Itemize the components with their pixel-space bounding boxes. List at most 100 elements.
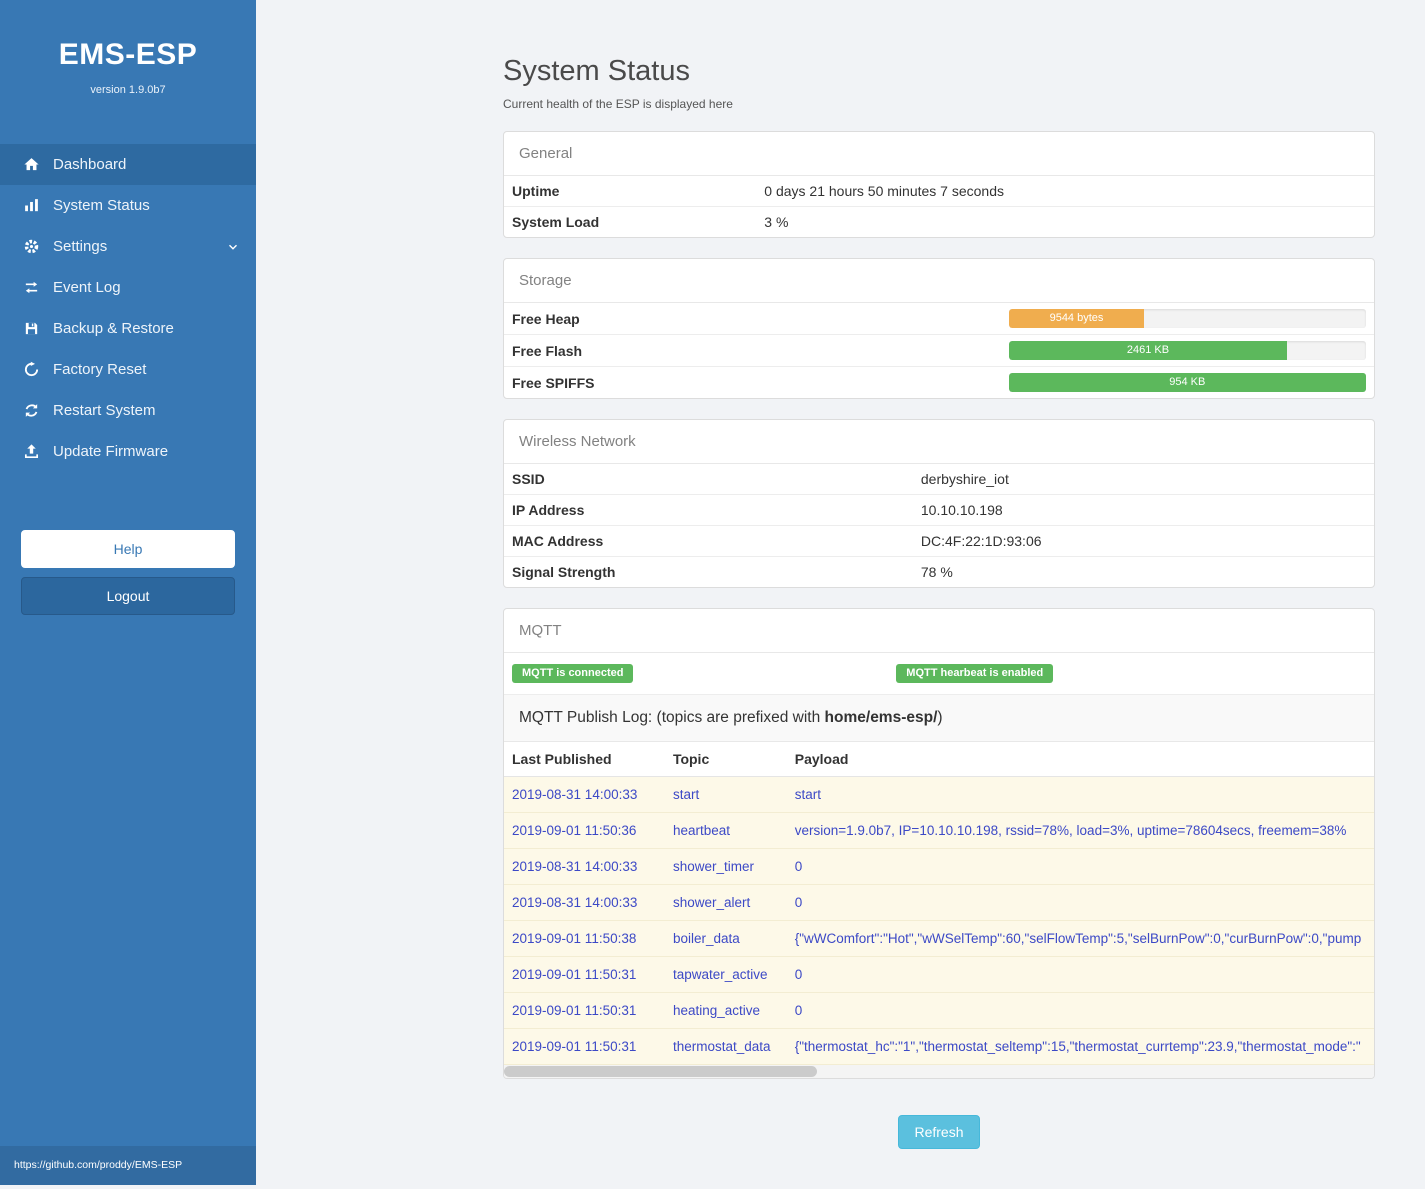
col-last-published: Last Published	[504, 742, 665, 777]
table-row: Free Flash 2461 KB	[504, 335, 1374, 367]
sidebar-footer: https://github.com/proddy/EMS-ESP	[0, 1146, 256, 1185]
publish-log-title-suffix: )	[937, 709, 942, 726]
floppy-disk-icon	[22, 320, 40, 338]
sidebar-item-backup-restore[interactable]: Backup & Restore	[0, 308, 256, 349]
free-flash-bar-cell: 2461 KB	[1009, 335, 1374, 367]
github-link[interactable]: https://github.com/proddy/EMS-ESP	[14, 1159, 182, 1171]
general-card: General Uptime 0 days 21 hours 50 minute…	[503, 131, 1375, 238]
ip-address-label: IP Address	[504, 495, 913, 526]
sidebar-nav: Dashboard System Status Settings Event L…	[0, 144, 256, 472]
sidebar-item-dashboard[interactable]: Dashboard	[0, 144, 256, 185]
log-row: 2019-08-31 14:00:33 start start	[504, 777, 1374, 813]
sidebar-item-factory-reset[interactable]: Factory Reset	[0, 349, 256, 390]
app-brand: EMS-ESP version 1.9.0b7	[0, 0, 256, 96]
uptime-label: Uptime	[504, 176, 756, 207]
log-topic: thermostat_data	[665, 1029, 787, 1065]
storage-card: Storage Free Heap 9544 bytes Free Flash …	[503, 258, 1375, 399]
sidebar-item-restart-system[interactable]: Restart System	[0, 390, 256, 431]
swap-arrows-icon	[22, 279, 40, 297]
log-timestamp: 2019-08-31 14:00:33	[504, 777, 665, 813]
storage-table: Free Heap 9544 bytes Free Flash 2461 KB …	[504, 303, 1374, 398]
log-row: 2019-09-01 11:50:31 thermostat_data {"th…	[504, 1029, 1374, 1065]
log-row: 2019-09-01 11:50:31 heating_active 0	[504, 993, 1374, 1029]
sidebar-item-system-status[interactable]: System Status	[0, 185, 256, 226]
logout-button[interactable]: Logout	[21, 577, 235, 615]
sidebar-item-label: Update Firmware	[53, 443, 168, 460]
log-row: 2019-09-01 11:50:31 tapwater_active 0	[504, 957, 1374, 993]
table-row: MAC Address DC:4F:22:1D:93:06	[504, 526, 1374, 557]
log-timestamp: 2019-09-01 11:50:38	[504, 921, 665, 957]
mqtt-badges-row: MQTT is connected MQTT hearbeat is enabl…	[504, 653, 1374, 695]
free-spiffs-progress-track: 954 KB	[1009, 373, 1366, 392]
log-payload: start	[787, 777, 1374, 813]
table-row: Uptime 0 days 21 hours 50 minutes 7 seco…	[504, 176, 1374, 207]
sidebar-item-update-firmware[interactable]: Update Firmware	[0, 431, 256, 472]
free-spiffs-label: Free SPIFFS	[504, 367, 1009, 399]
sidebar-item-label: Dashboard	[53, 156, 126, 173]
log-topic: start	[665, 777, 787, 813]
log-row: 2019-09-01 11:50:38 boiler_data {"wWComf…	[504, 921, 1374, 957]
log-payload: 0	[787, 849, 1374, 885]
free-flash-label: Free Flash	[504, 335, 1009, 367]
mqtt-badge-cell: MQTT is connected	[512, 663, 896, 683]
app-title: EMS-ESP	[0, 38, 256, 72]
log-topic: tapwater_active	[665, 957, 787, 993]
log-row: 2019-08-31 14:00:33 shower_timer 0	[504, 849, 1374, 885]
mac-address-label: MAC Address	[504, 526, 913, 557]
refresh-icon	[22, 402, 40, 420]
sidebar-item-label: System Status	[53, 197, 150, 214]
scrollbar-thumb[interactable]	[504, 1066, 817, 1077]
log-timestamp: 2019-09-01 11:50:31	[504, 1029, 665, 1065]
sidebar-item-settings[interactable]: Settings	[0, 226, 256, 267]
ip-address-value: 10.10.10.198	[913, 495, 1374, 526]
log-payload: 0	[787, 957, 1374, 993]
table-row: IP Address 10.10.10.198	[504, 495, 1374, 526]
general-table: Uptime 0 days 21 hours 50 minutes 7 seco…	[504, 176, 1374, 237]
refresh-area: Refresh	[503, 1115, 1375, 1149]
log-payload: {"thermostat_hc":"1","thermostat_seltemp…	[787, 1029, 1374, 1065]
sidebar-item-label: Backup & Restore	[53, 320, 174, 337]
mqtt-connected-badge: MQTT is connected	[512, 664, 633, 683]
free-spiffs-progress-fill: 954 KB	[1009, 373, 1366, 392]
mqtt-card: MQTT MQTT is connected MQTT hearbeat is …	[503, 608, 1375, 1079]
rotate-arrow-icon	[22, 361, 40, 379]
signal-strength-label: Signal Strength	[504, 557, 913, 588]
page-title: System Status	[503, 55, 1375, 88]
table-row: Free Heap 9544 bytes	[504, 303, 1374, 335]
log-timestamp: 2019-09-01 11:50:31	[504, 957, 665, 993]
log-topic: boiler_data	[665, 921, 787, 957]
publish-log-topic-prefix: home/ems-esp/	[825, 709, 938, 726]
mqtt-log-table: Last Published Topic Payload 2019-08-31 …	[504, 742, 1374, 1065]
sidebar-item-label: Restart System	[53, 402, 156, 419]
log-payload: {"wWComfort":"Hot","wWSelTemp":60,"selFl…	[787, 921, 1374, 957]
wireless-card-header: Wireless Network	[504, 420, 1374, 464]
table-row: Free SPIFFS 954 KB	[504, 367, 1374, 399]
sidebar-item-event-log[interactable]: Event Log	[0, 267, 256, 308]
log-header-row: Last Published Topic Payload	[504, 742, 1374, 777]
storage-card-header: Storage	[504, 259, 1374, 303]
free-flash-progress-fill: 2461 KB	[1009, 341, 1288, 360]
log-payload: 0	[787, 885, 1374, 921]
mqtt-card-header: MQTT	[504, 609, 1374, 653]
free-flash-progress-track: 2461 KB	[1009, 341, 1366, 360]
system-load-label: System Load	[504, 207, 756, 238]
signal-strength-value: 78 %	[913, 557, 1374, 588]
wireless-table: SSID derbyshire_iot IP Address 10.10.10.…	[504, 464, 1374, 587]
free-heap-progress-fill: 9544 bytes	[1009, 309, 1145, 328]
mqtt-heartbeat-badge: MQTT hearbeat is enabled	[896, 664, 1053, 683]
refresh-button[interactable]: Refresh	[898, 1115, 979, 1149]
horizontal-scrollbar[interactable]	[504, 1065, 1374, 1078]
publish-log-title-prefix: MQTT Publish Log: (topics are prefixed w…	[519, 709, 825, 726]
free-spiffs-bar-cell: 954 KB	[1009, 367, 1374, 399]
free-heap-bar-cell: 9544 bytes	[1009, 303, 1374, 335]
free-heap-label: Free Heap	[504, 303, 1009, 335]
mac-address-value: DC:4F:22:1D:93:06	[913, 526, 1374, 557]
log-topic: shower_alert	[665, 885, 787, 921]
main-content: System Status Current health of the ESP …	[256, 0, 1425, 1189]
help-button[interactable]: Help	[21, 530, 235, 568]
uptime-value: 0 days 21 hours 50 minutes 7 seconds	[756, 176, 1374, 207]
table-row: System Load 3 %	[504, 207, 1374, 238]
mqtt-badge-cell: MQTT hearbeat is enabled	[896, 663, 1053, 683]
log-topic: shower_timer	[665, 849, 787, 885]
log-topic: heating_active	[665, 993, 787, 1029]
